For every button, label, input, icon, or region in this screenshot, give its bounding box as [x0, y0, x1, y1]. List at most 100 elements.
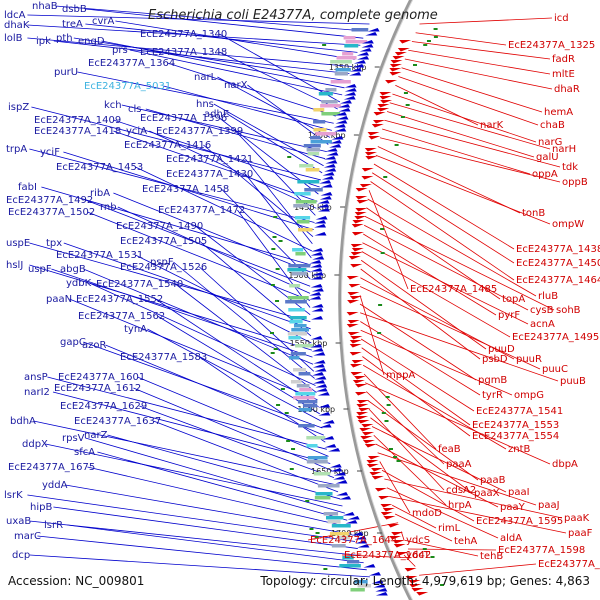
- plus-strand-gene: [311, 288, 324, 292]
- left-gene-label: sfcA: [74, 447, 95, 458]
- left-gene-label: EcE24377A_1612: [54, 383, 141, 394]
- right-gene-label: narG: [538, 137, 562, 148]
- minus-strand-gene: [353, 376, 366, 380]
- left-gene-label: hipB: [30, 502, 52, 513]
- minus-strand-gene: [371, 124, 384, 128]
- right-gene-label: aldA: [500, 533, 522, 544]
- cog-feature-block: [307, 152, 320, 156]
- plus-strand-gene: [354, 536, 367, 540]
- cog-feature-block: [314, 496, 331, 500]
- left-label-leader: [63, 151, 314, 230]
- plus-strand-gene: [310, 336, 323, 340]
- right-label-leader: [398, 76, 539, 126]
- left-gene-label: EcE24377A_1453: [56, 162, 143, 173]
- right-gene-label: EcE24377A_1598: [498, 545, 585, 556]
- plus-strand-gene: [333, 472, 346, 476]
- plus-strand-gene: [342, 512, 355, 516]
- minus-strand-gene: [393, 544, 406, 548]
- right-gene-label: cysB: [530, 305, 554, 316]
- left-label-leader: [89, 282, 316, 386]
- gc-skew-mark: [380, 228, 385, 230]
- right-label-leader: [370, 181, 515, 281]
- plus-strand-gene: [353, 60, 366, 64]
- left-gene-label: nhaB: [32, 1, 58, 12]
- left-label-leader: [69, 298, 318, 401]
- left-gene-label: uspF: [28, 264, 52, 275]
- right-label-leader: [365, 216, 555, 311]
- minus-strand-gene: [369, 472, 382, 476]
- right-gene-label: tonB: [522, 208, 545, 219]
- cog-feature-block: [325, 516, 344, 520]
- left-label-leader: [115, 20, 355, 60]
- plus-strand-gene: [325, 148, 338, 152]
- gc-skew-mark: [378, 304, 383, 306]
- right-label-leader: [386, 487, 499, 539]
- minus-strand-gene: [349, 352, 362, 356]
- plus-strand-gene: [311, 308, 324, 312]
- minus-strand-gene: [362, 432, 375, 436]
- plus-strand-gene: [321, 176, 334, 180]
- left-gene-label: EcE24377A_1637: [74, 416, 161, 427]
- plus-strand-gene: [317, 392, 330, 396]
- left-gene-label: EcE24377A_1430: [166, 169, 253, 180]
- minus-strand-gene: [350, 364, 363, 368]
- minus-strand-gene: [380, 100, 393, 104]
- right-label-leader: [377, 452, 537, 506]
- plus-strand-gene: [335, 120, 348, 124]
- left-gene-label: fabI: [18, 182, 37, 193]
- scale-tick-label: 1450 kbp: [294, 203, 332, 212]
- plus-strand-gene: [351, 532, 364, 536]
- right-gene-label: EcE24377A_1438: [516, 244, 600, 255]
- left-gene-label: dcp: [12, 550, 30, 561]
- plus-strand-gene: [371, 580, 384, 584]
- plus-strand-gene: [319, 424, 332, 428]
- cog-feature-block: [307, 456, 328, 460]
- right-label-leader: [371, 172, 515, 264]
- cog-feature-block: [297, 228, 313, 232]
- right-label-leader: [392, 504, 437, 529]
- cog-feature-block: [331, 524, 351, 528]
- left-gene-label: EcE24377A_1502: [8, 207, 95, 218]
- plus-strand-gene: [363, 564, 376, 568]
- right-label-leader: [404, 58, 553, 90]
- right-label-leader: [404, 539, 479, 557]
- left-label-leader: [105, 344, 324, 436]
- plus-strand-gene: [357, 544, 370, 548]
- right-gene-label: cdsA2: [446, 485, 476, 496]
- right-gene-label: EcE24377A_1642: [344, 550, 431, 561]
- right-label-leader: [407, 548, 497, 551]
- left-label-leader: [135, 166, 312, 252]
- right-label-leader: [367, 399, 479, 481]
- right-label-leader: [377, 146, 521, 214]
- right-gene-label: fadR: [552, 54, 575, 65]
- right-gene-label: EcE24377A_1485: [410, 284, 497, 295]
- right-label-leader: [363, 224, 529, 311]
- cog-feature-block: [287, 268, 307, 272]
- plus-strand-gene: [357, 52, 370, 56]
- cog-feature-block: [304, 188, 323, 192]
- gc-skew-mark: [275, 300, 280, 302]
- plus-strand-gene: [335, 480, 348, 484]
- left-gene-label: EcE24377A_1364: [88, 58, 175, 69]
- left-gene-label: EcE24377A_1562: [78, 311, 165, 322]
- gc-skew-mark: [385, 396, 390, 398]
- gc-skew-mark: [289, 468, 294, 470]
- cog-feature-block: [295, 392, 316, 396]
- right-label-leader: [364, 382, 551, 465]
- gc-skew-mark: [280, 388, 285, 390]
- left-label-leader: [199, 356, 326, 443]
- gc-skew-mark: [275, 268, 280, 270]
- gc-skew-mark: [270, 352, 275, 354]
- left-gene-label: ispZ: [8, 102, 29, 113]
- right-label-leader: [361, 251, 511, 338]
- cog-feature-block: [298, 408, 312, 412]
- left-gene-label: uxaB: [6, 516, 31, 527]
- cog-feature-block: [343, 36, 356, 40]
- left-gene-label: narI2: [24, 387, 50, 398]
- right-label-leader: [384, 119, 561, 168]
- minus-strand-gene: [366, 464, 379, 468]
- plus-strand-gene: [310, 252, 323, 256]
- right-label-leader: [367, 198, 537, 297]
- cog-feature-block: [335, 68, 351, 72]
- left-label-leader: [51, 268, 313, 358]
